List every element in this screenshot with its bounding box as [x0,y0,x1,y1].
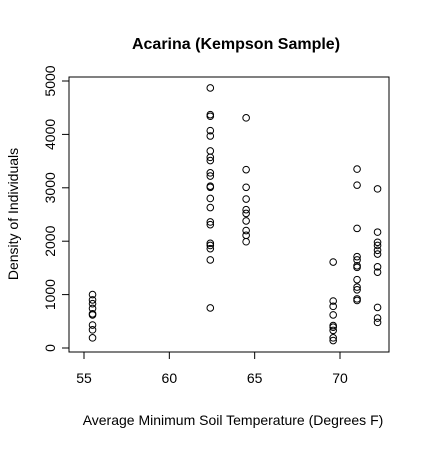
y-tick-label: 0 [42,344,58,352]
data-point [353,275,361,284]
data-point [206,304,215,312]
data-points [88,84,382,345]
data-point [242,114,250,122]
y-tick-label: 3000 [42,172,58,203]
data-point [242,217,250,225]
data-point [206,241,215,250]
data-point [88,290,97,299]
data-point [88,326,97,334]
data-point [88,299,97,308]
data-point [242,226,250,235]
data-point [206,153,215,162]
data-point [353,224,361,233]
data-point [353,263,361,272]
data-point [206,147,215,155]
data-point [206,239,215,248]
y-tick-label: 4000 [42,119,58,150]
data-point [206,183,215,192]
x-tick-label: 65 [247,370,263,386]
data-point [88,296,97,304]
y-axis-label: Density of Individuals [5,148,21,280]
data-point [329,326,337,335]
data-point [206,194,215,203]
data-point [353,252,361,261]
data-point [206,172,215,180]
data-point [88,311,97,319]
data-point [242,165,250,174]
data-point [329,302,337,311]
data-point [353,285,361,294]
x-axis: 55 60 65 70 [76,351,348,386]
data-point [206,156,215,165]
data-point [373,246,382,255]
data-point [206,203,215,212]
data-point [353,296,361,305]
data-point [329,311,337,319]
data-point [373,238,382,247]
data-point [373,250,382,258]
data-point [206,169,215,177]
data-point [329,334,337,342]
data-point [88,334,97,342]
data-point [373,314,382,322]
data-point [329,297,337,305]
data-point [353,283,361,291]
data-point [353,181,361,189]
data-point [206,112,215,121]
data-point [329,258,337,266]
data-point [206,84,215,92]
data-point [242,237,250,246]
data-point [373,263,382,271]
data-point [242,209,250,218]
data-point [242,205,250,214]
chart-title: Acarina (Kempson Sample) [132,36,340,53]
x-tick-label: 70 [332,370,348,386]
data-point [353,165,361,173]
data-point [206,132,215,140]
data-point [206,126,215,135]
data-point [206,218,215,226]
data-point [206,256,215,264]
data-point [373,228,382,236]
data-point [329,323,337,331]
data-point [242,183,250,192]
x-axis-label: Average Minimum Soil Temperature (Degree… [83,412,384,428]
data-point [242,195,250,203]
data-point [373,303,382,312]
y-tick-label: 2000 [42,225,58,256]
y-tick-label: 1000 [42,279,58,310]
data-point [242,231,250,240]
data-point [373,185,382,193]
y-tick-label: 5000 [42,65,58,96]
x-tick-label: 55 [76,370,92,386]
data-point [373,241,382,250]
data-point [206,220,215,229]
data-point [373,268,382,276]
data-point [353,256,361,264]
plot-frame [68,76,390,353]
data-point [329,336,337,345]
data-point [373,318,382,327]
y-axis: 0 1000 2000 3000 4000 5000 [42,65,70,352]
data-point [88,321,97,329]
data-point [206,244,215,253]
x-tick-label: 60 [162,370,178,386]
